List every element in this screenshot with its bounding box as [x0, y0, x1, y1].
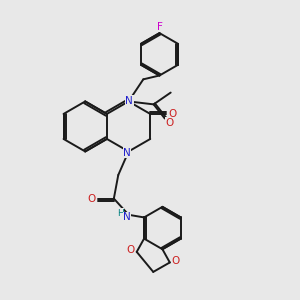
Text: F: F	[157, 22, 162, 32]
Text: H: H	[117, 209, 124, 218]
Text: O: O	[127, 245, 135, 255]
Text: O: O	[169, 109, 177, 119]
Text: N: N	[123, 212, 131, 222]
Text: O: O	[172, 256, 180, 266]
Text: O: O	[165, 118, 173, 128]
Text: N: N	[125, 96, 133, 106]
Text: O: O	[87, 194, 95, 204]
Text: N: N	[123, 148, 131, 158]
